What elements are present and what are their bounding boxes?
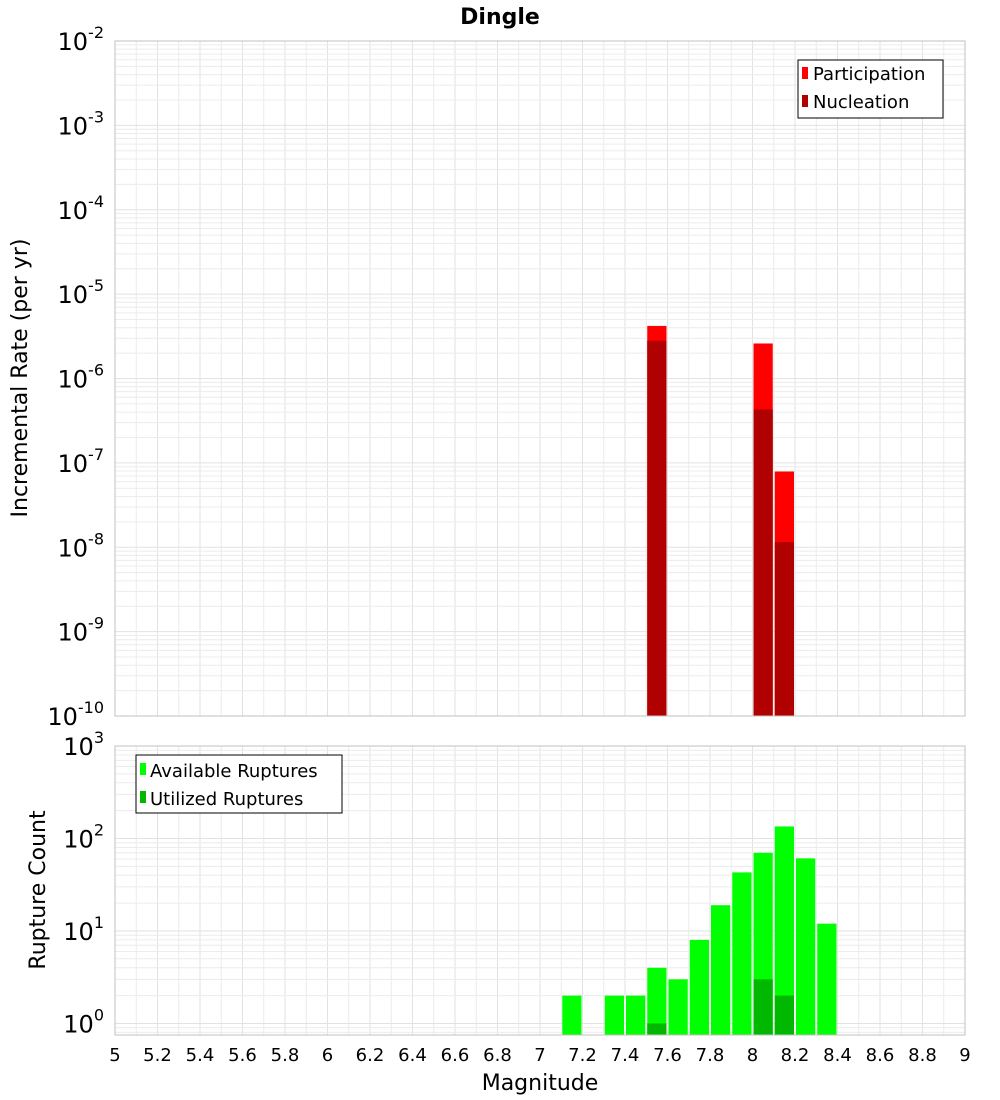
x-tick-label: 5	[109, 1045, 120, 1066]
x-tick-label: 8.4	[823, 1045, 852, 1066]
bottom-bar-available-ruptures	[668, 979, 688, 1035]
top-legend: Participation Nucleation	[797, 59, 944, 119]
x-tick-label: 7.2	[568, 1045, 597, 1066]
x-ticks: 5 5.2 5.4 5.6 5.8 6 6.2 6.4 6.6 6.8 7 7.2 7.4 7.6 7.8 8…	[109, 1045, 970, 1066]
x-tick-label: 6	[322, 1045, 333, 1066]
x-tick-label: 6.4	[398, 1045, 427, 1066]
y-tick-label: 10-9	[58, 614, 105, 647]
legend-label-utilized: Utilized Ruptures	[150, 789, 303, 810]
bottom-bar-available-ruptures	[732, 872, 752, 1035]
x-tick-label: 5.2	[143, 1045, 172, 1066]
bottom-bar-available-ruptures	[689, 939, 709, 1035]
bottom-bar-available-ruptures	[817, 923, 837, 1035]
legend-label-participation: Participation	[813, 64, 925, 85]
x-tick-label: 9	[959, 1045, 970, 1066]
top-bar-nucleation	[774, 542, 794, 716]
y-tick-label: 10-10	[47, 698, 104, 731]
x-tick-label: 5.8	[271, 1045, 300, 1066]
bottom-bar-available-ruptures	[711, 905, 731, 1035]
y-tick-label: 10-7	[58, 445, 105, 478]
bottom-bar-available-ruptures	[604, 995, 624, 1035]
x-axis-label: Magnitude	[482, 1071, 599, 1096]
x-tick-label: 8.8	[908, 1045, 937, 1066]
x-tick-label: 6.8	[483, 1045, 512, 1066]
legend-swatch-nucleation	[802, 95, 808, 107]
top-y-axis-label: Incremental Rate (per yr)	[8, 239, 33, 518]
y-tick-label: 102	[63, 820, 104, 853]
y-tick-label: 10-4	[58, 192, 105, 225]
x-tick-label: 5.6	[228, 1045, 257, 1066]
x-tick-label: 7.6	[653, 1045, 682, 1066]
x-tick-label: 5.4	[186, 1045, 215, 1066]
y-tick-label: 10-5	[58, 276, 105, 309]
x-tick-label: 8.6	[866, 1045, 895, 1066]
legend-swatch-participation	[802, 67, 808, 79]
y-tick-label: 100	[63, 1005, 104, 1038]
bottom-bar-available-ruptures	[562, 995, 582, 1035]
bottom-bars	[562, 826, 837, 1035]
bottom-bar-utilized-ruptures	[774, 995, 794, 1035]
top-grid	[114, 41, 966, 717]
y-tick-label: 10-6	[58, 361, 105, 394]
top-bar-nucleation	[647, 340, 667, 716]
x-tick-label: 7.8	[696, 1045, 725, 1066]
legend-swatch-utilized	[140, 791, 146, 803]
legend-label-available: Available Ruptures	[150, 761, 318, 782]
bottom-bar-utilized-ruptures	[647, 1023, 667, 1035]
y-tick-label: 101	[63, 913, 104, 946]
y-tick-label: 10-8	[58, 529, 105, 562]
bottom-bar-available-ruptures	[626, 995, 646, 1035]
bottom-y-axis-label: Rupture Count	[26, 810, 51, 970]
x-tick-label: 8.2	[781, 1045, 810, 1066]
bottom-bar-available-ruptures	[647, 967, 667, 1035]
bottom-bar-available-ruptures	[796, 858, 816, 1035]
bottom-y-ticks: 100 101 102 103	[63, 728, 104, 1038]
chart-title: Dingle	[460, 5, 540, 30]
x-tick-label: 6.2	[356, 1045, 385, 1066]
legend-label-nucleation: Nucleation	[813, 92, 909, 113]
x-tick-label: 7	[534, 1045, 545, 1066]
x-tick-label: 7.4	[611, 1045, 640, 1066]
bottom-bar-available-ruptures	[774, 826, 794, 1035]
x-tick-label: 6.6	[441, 1045, 470, 1066]
top-bar-nucleation	[753, 409, 773, 716]
y-tick-label: 10-2	[58, 23, 105, 56]
y-tick-label: 10-3	[58, 107, 105, 140]
top-bars	[647, 325, 794, 716]
legend-swatch-available	[140, 763, 146, 775]
bottom-plot-frame	[114, 745, 966, 1036]
bottom-legend: Available Ruptures Utilized Ruptures	[135, 754, 343, 814]
top-plot-frame	[114, 40, 966, 717]
top-legend-box	[797, 59, 944, 119]
y-tick-label: 103	[63, 728, 104, 761]
bottom-legend-box	[135, 754, 343, 814]
top-y-ticks: 10-10 10-9 10-8 10-7 10-6 10-5 10-4 10-3 10-2	[47, 23, 104, 731]
x-tick-label: 8	[747, 1045, 758, 1066]
bottom-bar-utilized-ruptures	[753, 979, 773, 1035]
